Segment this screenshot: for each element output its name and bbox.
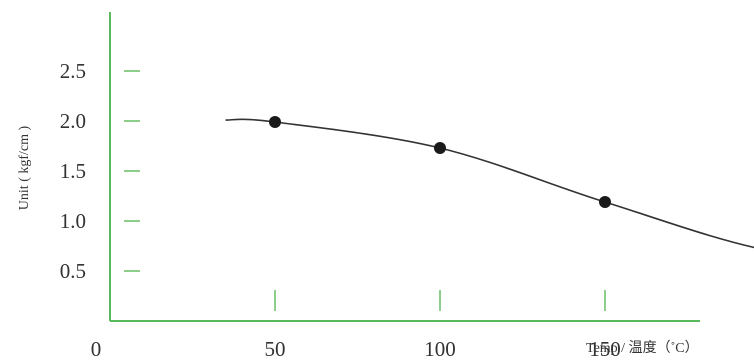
x-tick-label: 100: [424, 337, 456, 361]
axes: [109, 12, 700, 322]
data-point: [434, 142, 446, 154]
data-points: [269, 116, 611, 208]
fit-curve: [225, 118, 754, 249]
y-tick-label: 0.5: [60, 259, 86, 283]
y-axis-label: Unit ( kgf/cm ): [17, 125, 32, 210]
x-tick-label: 50: [265, 337, 286, 361]
data-point: [599, 196, 611, 208]
y-tick-label: 1.0: [60, 209, 86, 233]
y-tick-label: 1.5: [60, 159, 86, 183]
x-tick-label: 150: [589, 337, 621, 361]
origin-label: 0: [91, 337, 102, 361]
data-point: [269, 116, 281, 128]
x-ticks: 50100150200250: [265, 290, 621, 361]
x-axis-label: Temp / 温度（˚C）: [586, 340, 699, 356]
y-tick-label: 2.0: [60, 109, 86, 133]
y-ticks: 0.5 1.0 1.5 2.0 2.5: [60, 59, 140, 283]
y-tick-label: 2.5: [60, 59, 86, 83]
